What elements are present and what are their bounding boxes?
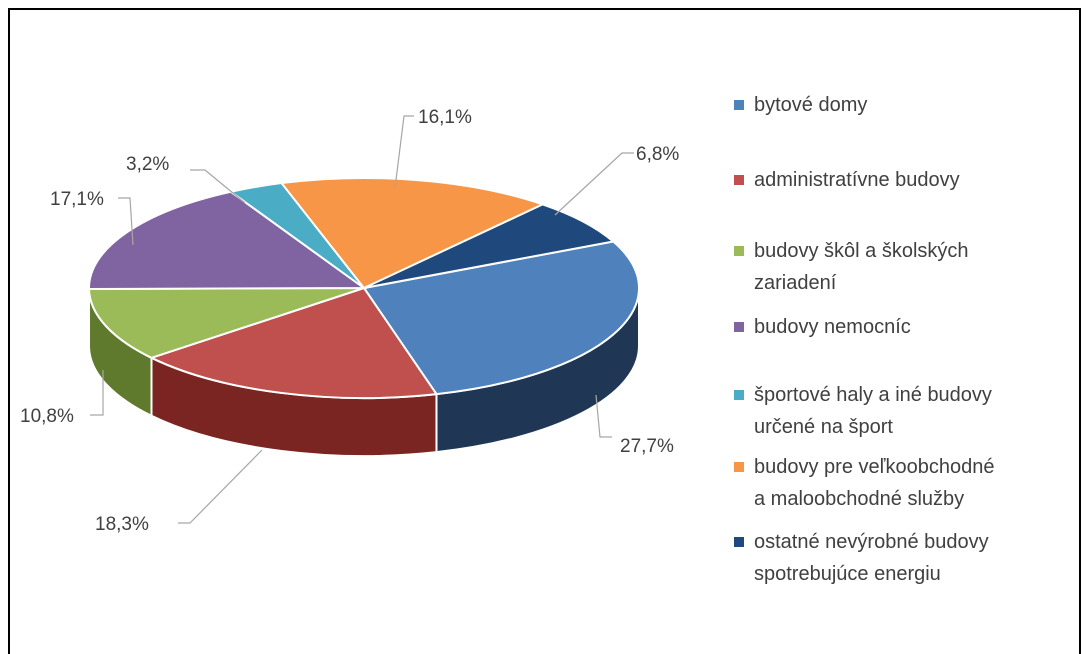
- legend-swatch-2: [734, 246, 744, 256]
- leader-line-5: [394, 115, 414, 189]
- legend-label-6-0: ostatné nevýrobné budovy: [754, 531, 989, 553]
- legend-label-1-0: administratívne budovy: [754, 169, 960, 191]
- legend-label-6-1: spotrebujúce energiu: [754, 563, 941, 585]
- legend: bytové domy administratívne budovy budovy …: [734, 94, 994, 585]
- leader-line-0: [595, 394, 612, 438]
- pie-slice-1: [148, 286, 439, 399]
- leader-line-3: [118, 197, 134, 246]
- data-label-3: 17,1%: [50, 189, 104, 210]
- data-label-4: 3,2%: [126, 154, 169, 175]
- legend-swatch-3: [734, 322, 744, 332]
- legend-label-5-1: a maloobchodné služby: [754, 488, 964, 510]
- data-label-0: 27,7%: [620, 436, 674, 457]
- pie-slice-3: [88, 190, 368, 291]
- legend-label-3-0: budovy nemocníc: [754, 316, 911, 338]
- data-label-5: 16,1%: [418, 107, 472, 128]
- leader-line-2: [90, 370, 104, 416]
- pie-slice-5: [279, 177, 546, 290]
- data-label-2: 10,8%: [20, 406, 74, 427]
- legend-label-4-1: určené na šport: [754, 416, 893, 438]
- leader-line-6: [554, 152, 634, 216]
- pie-slice-6: [363, 203, 616, 289]
- legend-label-0-0: bytové domy: [754, 94, 867, 116]
- data-label-6: 6,8%: [636, 144, 679, 165]
- legend-swatch-6: [734, 537, 744, 547]
- legend-label-2-1: zariadení: [754, 272, 837, 294]
- leader-line-4: [190, 169, 246, 204]
- legend-swatch-5: [734, 462, 744, 472]
- legend-swatch-0: [734, 100, 744, 110]
- legend-swatch-4: [734, 390, 744, 400]
- legend-label-4-0: športové haly a iné budovy: [754, 384, 992, 406]
- leader-line-1: [178, 449, 263, 524]
- pie-top: [87, 177, 640, 399]
- pie-slice-0: [362, 240, 640, 396]
- legend-label-5-0: budovy pre veľkoobchodné: [754, 456, 994, 478]
- pie-slice-2: [87, 287, 365, 359]
- data-label-1: 18,3%: [95, 514, 149, 535]
- legend-swatch-1: [734, 175, 744, 185]
- legend-label-2-0: budovy škôl a školských: [754, 240, 969, 262]
